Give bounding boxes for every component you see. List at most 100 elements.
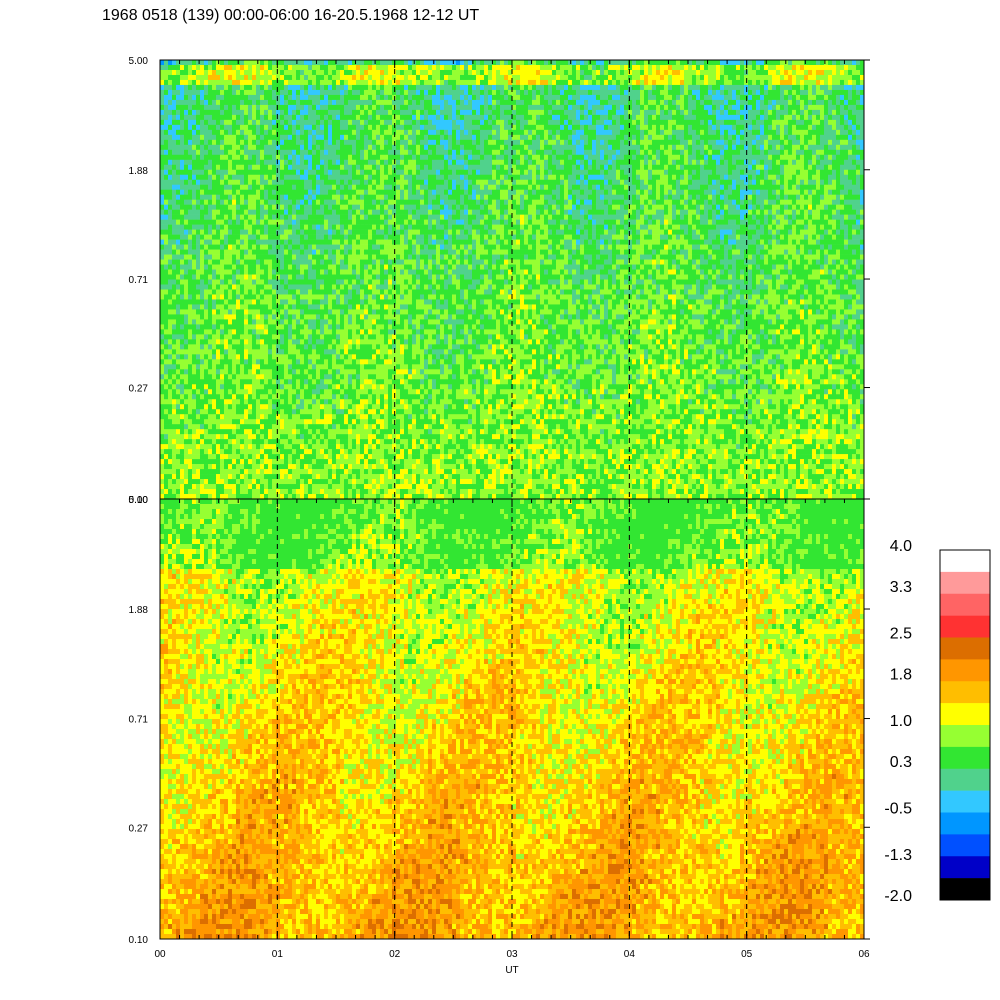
heatmap-cell: [384, 185, 388, 190]
heatmap-cell: [236, 474, 240, 479]
heatmap-cell: [312, 409, 316, 414]
heatmap-cell: [236, 484, 240, 489]
heatmap-cell: [256, 210, 260, 215]
heatmap-cell: [328, 170, 332, 175]
heatmap-cell: [336, 299, 340, 304]
heatmap-cell: [272, 85, 276, 90]
heatmap-cell: [256, 145, 260, 150]
heatmap-cell: [216, 394, 220, 399]
heatmap-cell: [348, 265, 352, 270]
heatmap-cell: [268, 235, 272, 240]
heatmap-cell: [252, 359, 256, 364]
heatmap-cell: [220, 344, 224, 349]
heatmap-cell: [376, 299, 380, 304]
heatmap-cell: [376, 429, 380, 434]
heatmap-cell: [224, 80, 228, 85]
heatmap-cell: [324, 265, 328, 270]
heatmap-cell: [224, 394, 228, 399]
heatmap-cell: [260, 399, 264, 404]
heatmap-cell: [280, 394, 284, 399]
heatmap-cell: [352, 160, 356, 165]
heatmap-cell: [192, 170, 196, 175]
heatmap-cell: [180, 454, 184, 459]
heatmap-cell: [292, 464, 296, 469]
heatmap-cell: [332, 354, 336, 359]
heatmap-cell: [368, 140, 372, 145]
heatmap-cell: [176, 220, 180, 225]
heatmap-cell: [280, 235, 284, 240]
heatmap-cell: [164, 419, 168, 424]
heatmap-cell: [340, 190, 344, 195]
heatmap-cell: [360, 399, 364, 404]
heatmap-cell: [224, 344, 228, 349]
heatmap-cell: [192, 399, 196, 404]
heatmap-cell: [332, 464, 336, 469]
heatmap-cell: [308, 389, 312, 394]
heatmap-cell: [336, 349, 340, 354]
heatmap-cell: [180, 85, 184, 90]
heatmap-cell: [280, 344, 284, 349]
heatmap-cell: [168, 225, 172, 230]
heatmap-cell: [372, 170, 376, 175]
heatmap-cell: [368, 100, 372, 105]
heatmap-cell: [340, 349, 344, 354]
heatmap-cell: [372, 145, 376, 150]
heatmap-cell: [348, 384, 352, 389]
heatmap-cell: [380, 354, 384, 359]
heatmap-cell: [320, 444, 324, 449]
heatmap-cell: [380, 225, 384, 230]
heatmap-cell: [212, 240, 216, 245]
heatmap-cell: [196, 339, 200, 344]
heatmap-cell: [352, 85, 356, 90]
heatmap-cell: [168, 145, 172, 150]
heatmap-cell: [204, 324, 208, 329]
heatmap-cell: [340, 424, 344, 429]
heatmap-cell: [296, 125, 300, 130]
heatmap-cell: [380, 140, 384, 145]
heatmap-cell: [276, 135, 280, 140]
heatmap-cell: [224, 185, 228, 190]
heatmap-cell: [284, 240, 288, 245]
heatmap-cell: [336, 65, 340, 70]
heatmap-cell: [216, 95, 220, 100]
heatmap-cell: [200, 374, 204, 379]
heatmap-cell: [296, 190, 300, 195]
heatmap-cell: [216, 210, 220, 215]
heatmap-cell: [300, 384, 304, 389]
heatmap-cell: [324, 469, 328, 474]
heatmap-cell: [196, 120, 200, 125]
heatmap-cell: [352, 459, 356, 464]
heatmap-cell: [228, 80, 232, 85]
heatmap-cell: [244, 100, 248, 105]
heatmap-cell: [176, 389, 180, 394]
heatmap-cell: [260, 100, 264, 105]
heatmap-cell: [268, 105, 272, 110]
heatmap-cell: [320, 479, 324, 484]
heatmap-cell: [292, 280, 296, 285]
heatmap-cell: [336, 230, 340, 235]
heatmap-cell: [232, 100, 236, 105]
heatmap-cell: [328, 270, 332, 275]
heatmap-cell: [244, 120, 248, 125]
heatmap-cell: [244, 205, 248, 210]
heatmap-cell: [364, 170, 368, 175]
heatmap-cell: [216, 265, 220, 270]
heatmap-cell: [188, 105, 192, 110]
heatmap-cell: [304, 329, 308, 334]
heatmap-cell: [176, 105, 180, 110]
heatmap-cell: [200, 414, 204, 419]
heatmap-cell: [268, 439, 272, 444]
heatmap-cell: [280, 60, 284, 65]
heatmap-cell: [376, 364, 380, 369]
heatmap-cell: [228, 429, 232, 434]
heatmap-cell: [252, 344, 256, 349]
heatmap-cell: [196, 414, 200, 419]
heatmap-cell: [172, 404, 176, 409]
heatmap-cell: [336, 354, 340, 359]
heatmap-cell: [308, 180, 312, 185]
heatmap-cell: [368, 304, 372, 309]
heatmap-cell: [184, 205, 188, 210]
heatmap-cell: [212, 135, 216, 140]
heatmap-cell: [264, 100, 268, 105]
heatmap-cell: [228, 354, 232, 359]
